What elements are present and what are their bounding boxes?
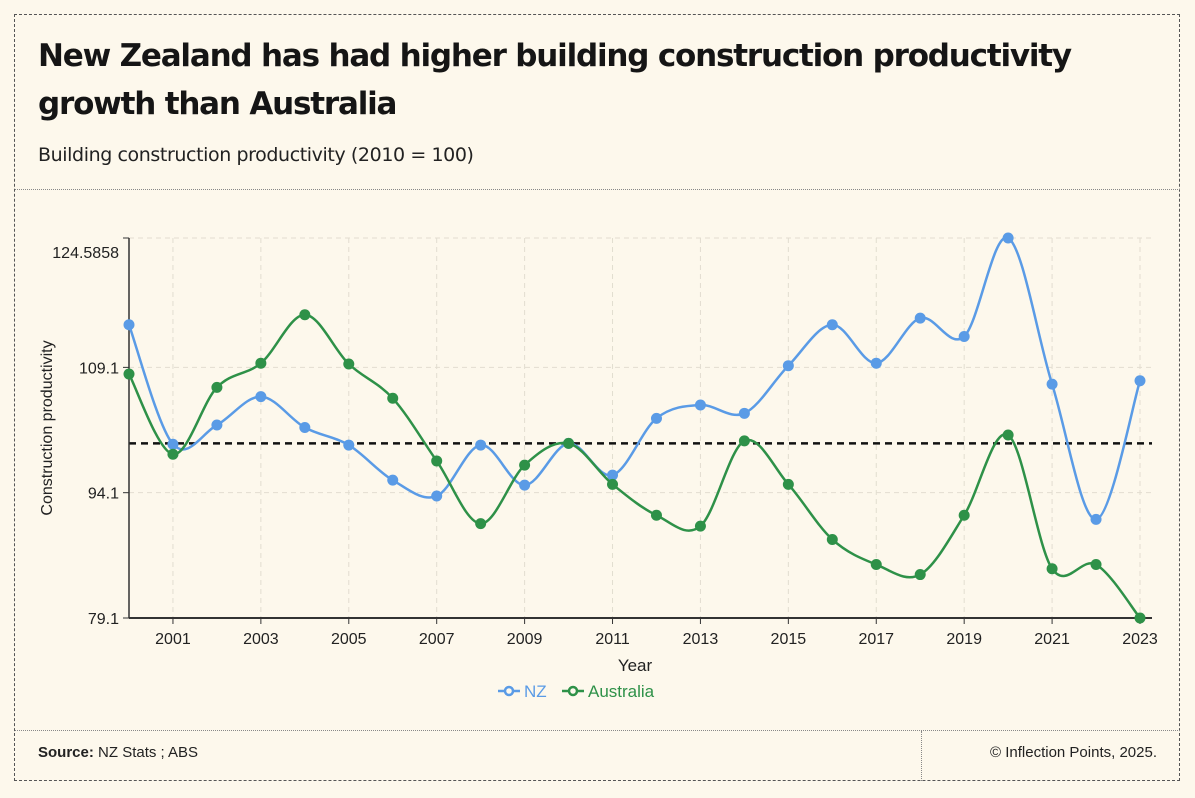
data-point-australia	[650, 509, 662, 521]
series-line-australia	[127, 313, 1141, 619]
y-tick-label: 94.1	[88, 486, 119, 503]
y-axis-label: Construction productivity	[39, 340, 56, 515]
data-point-australia	[167, 448, 179, 460]
data-point-nz	[387, 474, 399, 486]
data-point-nz	[255, 391, 267, 403]
x-axis-label: Year	[618, 656, 653, 675]
data-point-australia	[958, 509, 970, 521]
x-tick-label: 2003	[243, 631, 279, 648]
x-tick-label: 2017	[858, 631, 894, 648]
legend-label-nz: NZ	[524, 682, 547, 701]
data-point-nz	[475, 439, 487, 451]
data-point-nz	[1090, 513, 1102, 525]
data-point-nz	[431, 490, 443, 502]
data-point-australia	[519, 459, 531, 471]
x-tick-label: 2005	[331, 631, 367, 648]
data-point-nz	[519, 479, 531, 491]
data-point-nz	[299, 422, 311, 434]
footer-divider	[15, 730, 1180, 731]
data-point-australia	[914, 569, 926, 581]
data-point-australia	[123, 368, 135, 380]
data-point-australia	[826, 533, 838, 545]
data-point-nz	[782, 360, 794, 372]
data-point-australia	[870, 559, 882, 571]
copyright: © Inflection Points, 2025.	[990, 744, 1157, 761]
data-point-australia	[431, 455, 443, 467]
data-point-nz	[870, 357, 882, 369]
data-point-nz	[958, 330, 970, 342]
data-point-nz	[167, 438, 179, 450]
x-tick-label: 2001	[155, 631, 191, 648]
data-point-australia	[607, 478, 619, 490]
data-point-australia	[255, 357, 267, 369]
source-note: Source: NZ Stats ; ABS	[38, 744, 198, 761]
data-point-nz	[1002, 232, 1014, 244]
data-point-nz	[1046, 378, 1058, 390]
data-point-australia	[1090, 559, 1102, 571]
data-point-australia	[299, 309, 311, 321]
chart-title: New Zealand has had higher building cons…	[38, 38, 1072, 122]
series-group	[123, 232, 1146, 624]
data-point-australia	[387, 392, 399, 404]
x-tick-label: 2013	[683, 631, 719, 648]
data-point-nz	[607, 469, 619, 481]
legend: NZ Australia	[498, 682, 655, 701]
x-tick-label: 2009	[507, 631, 543, 648]
data-point-australia	[738, 435, 750, 447]
data-point-australia	[1134, 612, 1146, 624]
x-tick-label: 2023	[1122, 631, 1158, 648]
grid	[129, 237, 1152, 619]
x-tick-label: 2015	[771, 631, 807, 648]
data-point-nz	[211, 419, 223, 431]
data-point-nz	[1134, 375, 1146, 387]
legend-marker-icon-nz	[503, 685, 515, 697]
data-point-australia	[1046, 563, 1058, 575]
y-tick-label: 124.5858	[52, 245, 119, 262]
legend-marker-icon-australia	[567, 685, 579, 697]
data-point-nz	[123, 319, 135, 331]
y-tick-label: 109.1	[79, 360, 119, 377]
data-point-australia	[475, 518, 487, 530]
footer-vertical-divider	[921, 731, 922, 781]
chart-subtitle: Building construction productivity (2010…	[38, 144, 474, 166]
data-point-nz	[738, 407, 750, 419]
data-point-australia	[343, 358, 355, 370]
data-point-australia	[1002, 429, 1014, 441]
data-point-australia	[563, 437, 575, 449]
y-tick-label: 79.1	[88, 611, 119, 628]
data-point-nz	[650, 412, 662, 424]
data-point-nz	[826, 319, 838, 331]
legend-label-australia: Australia	[588, 682, 655, 701]
source-text: NZ Stats ; ABS	[98, 744, 199, 761]
data-point-australia	[694, 520, 706, 532]
data-point-australia	[211, 381, 223, 393]
x-tick-label: 2019	[946, 631, 982, 648]
x-tick-label: 2007	[419, 631, 455, 648]
data-point-nz	[914, 312, 926, 324]
x-tick-label: 2011	[595, 631, 630, 648]
legend-item-australia: Australia	[562, 682, 655, 701]
data-point-australia	[782, 478, 794, 490]
legend-item-nz: NZ	[498, 682, 547, 701]
header-divider	[15, 189, 1180, 190]
source-label: Source:	[38, 744, 94, 761]
data-point-nz	[694, 399, 706, 411]
chart-frame	[14, 14, 1180, 781]
x-tick-label: 2021	[1034, 631, 1070, 648]
series-line-nz	[127, 236, 1142, 521]
axes: 2001 2003 2005 2007 2009 2011 2013 2015 2017 2019…	[52, 237, 1158, 648]
data-point-nz	[343, 439, 355, 451]
